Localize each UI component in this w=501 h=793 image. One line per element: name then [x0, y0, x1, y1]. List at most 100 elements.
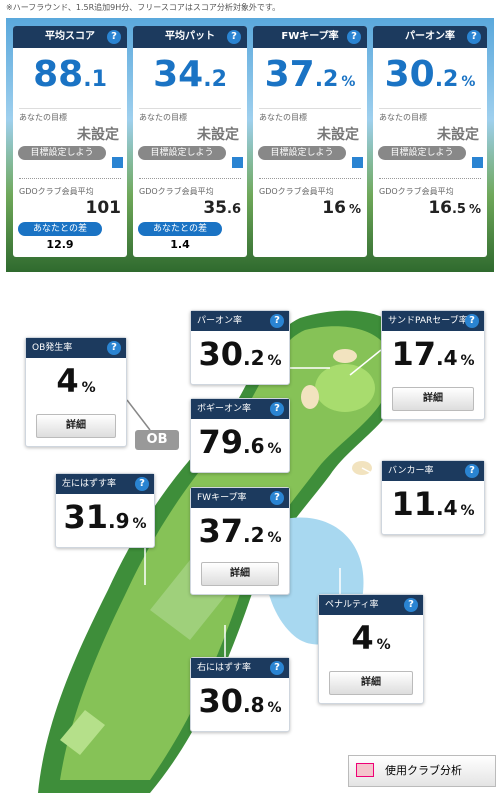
stat-title: ボギーオン率: [191, 399, 289, 419]
value: 11.4%: [382, 485, 484, 523]
detail-button[interactable]: 詳細: [36, 414, 116, 438]
help-icon[interactable]: ?: [270, 402, 284, 416]
help-icon[interactable]: ?: [465, 464, 479, 478]
value: 37.2%: [253, 54, 367, 95]
value-dec: .1: [83, 67, 107, 92]
value-int: 11: [391, 485, 436, 523]
arrow-button[interactable]: [352, 157, 363, 168]
arrow-button[interactable]: [112, 157, 123, 168]
value: 4%: [319, 619, 423, 657]
value: 88.1: [13, 54, 127, 95]
value-int: 35: [203, 198, 228, 218]
card-title: FWキープ率: [253, 26, 367, 48]
value-unit: %: [460, 353, 475, 369]
detail-button[interactable]: 詳細: [201, 562, 279, 586]
goal-button[interactable]: 目標設定しよう: [378, 146, 466, 160]
diff-value: 12.9: [46, 238, 74, 251]
summary-card: パーオン率? 30.2% あなたの目標 未設定 目標設定しよう GDOクラブ会員平均 16.…: [373, 26, 487, 257]
stat-box: 左にはずす率? 31.9%: [55, 473, 155, 548]
divider: [19, 108, 121, 109]
value-unit: %: [460, 503, 475, 519]
summary-card: 平均スコア? 88.1 あなたの目標 未設定 目標設定しよう GDOクラブ会員平均 101 あ…: [13, 26, 127, 257]
goal-value: 未設定: [437, 127, 479, 143]
value-dec: .2: [203, 67, 227, 92]
help-icon[interactable]: ?: [465, 314, 479, 328]
detail-button[interactable]: 詳細: [329, 671, 413, 695]
value-dec: .6: [242, 434, 265, 458]
divider: [139, 108, 241, 109]
avg-label: GDOクラブ会員平均: [19, 187, 94, 196]
value-unit: %: [132, 516, 147, 532]
stat-box: ペナルティ率? 4% 詳細: [318, 594, 424, 704]
value-dec: .4: [435, 496, 458, 520]
value: 79.6%: [191, 423, 289, 461]
help-icon[interactable]: ?: [107, 341, 121, 355]
goal-value: 未設定: [317, 127, 359, 143]
stat-box: バンカー率? 11.4%: [381, 460, 485, 535]
divider: [259, 178, 361, 179]
value: 30.2%: [373, 54, 487, 95]
value-dec: .2: [434, 67, 459, 92]
chart-icon: [356, 763, 374, 777]
value-dec: .6: [227, 202, 241, 217]
value-int: 4: [351, 619, 374, 657]
help-icon[interactable]: ?: [347, 30, 361, 44]
help-icon[interactable]: ?: [404, 598, 418, 612]
value: 4%: [26, 362, 126, 400]
value-int: 30: [198, 335, 243, 373]
goal-button[interactable]: 目標設定しよう: [18, 146, 106, 160]
arrow-button[interactable]: [472, 157, 483, 168]
value-int: 88: [33, 54, 84, 95]
stat-title: FWキープ率: [191, 488, 289, 508]
help-icon[interactable]: ?: [135, 477, 149, 491]
value-int: 79: [198, 423, 243, 461]
value: 16.5%: [428, 198, 481, 218]
divider: [379, 108, 481, 109]
help-icon[interactable]: ?: [467, 30, 481, 44]
value-int: 16: [428, 198, 452, 218]
card-title: パーオン率: [373, 26, 487, 48]
value-int: 16: [322, 198, 346, 218]
detail-button[interactable]: 詳細: [392, 387, 474, 411]
summary-card: FWキープ率? 37.2% あなたの目標 未設定 目標設定しよう GDOクラブ会員平均 16…: [253, 26, 367, 257]
stat-box: ボギーオン率? 79.6%: [190, 398, 290, 473]
goal-value: 未設定: [197, 127, 239, 143]
value-dec: .9: [107, 509, 130, 533]
goal-label: あなたの目標: [139, 113, 187, 122]
value-unit: %: [468, 202, 481, 216]
goal-label: あなたの目標: [379, 113, 427, 122]
goal-button[interactable]: 目標設定しよう: [258, 146, 346, 160]
help-icon[interactable]: ?: [227, 30, 241, 44]
diff-label: あなたとの差: [138, 222, 222, 236]
stat-box: パーオン率? 30.2%: [190, 310, 290, 385]
ob-label: OB: [135, 430, 179, 450]
value: 101: [86, 198, 122, 218]
value: 17.4%: [382, 335, 484, 373]
value-int: 37: [264, 54, 315, 95]
value-int: 101: [85, 198, 122, 218]
value: 30.2%: [191, 335, 289, 373]
help-icon[interactable]: ?: [270, 661, 284, 675]
value: 16%: [322, 198, 361, 218]
value-dec: .5: [451, 202, 466, 217]
stat-title: OB発生率: [26, 338, 126, 358]
note: ※ハーフラウンド、1.5R追加9H分、フリースコアはスコア分析対象外です。: [6, 3, 281, 12]
help-icon[interactable]: ?: [270, 491, 284, 505]
stat-title: 左にはずす率: [56, 474, 154, 494]
value: 35.6: [203, 198, 241, 218]
value-unit: %: [267, 353, 282, 369]
goal-button[interactable]: 目標設定しよう: [138, 146, 226, 160]
summary-card: 平均パット? 34.2 あなたの目標 未設定 目標設定しよう GDOクラブ会員平均 35.6…: [133, 26, 247, 257]
arrow-button[interactable]: [232, 157, 243, 168]
value-unit: %: [376, 637, 391, 653]
value-unit: %: [267, 700, 282, 716]
card-title: 平均スコア: [13, 26, 127, 48]
stat-box: サンドPARセーブ率? 17.4% 詳細: [381, 310, 485, 420]
help-icon[interactable]: ?: [107, 30, 121, 44]
stat-box: 右にはずす率? 30.8%: [190, 657, 290, 732]
diff-value: 1.4: [170, 238, 190, 251]
value-int: 4: [56, 362, 79, 400]
help-icon[interactable]: ?: [270, 314, 284, 328]
goal-label: あなたの目標: [259, 113, 307, 122]
